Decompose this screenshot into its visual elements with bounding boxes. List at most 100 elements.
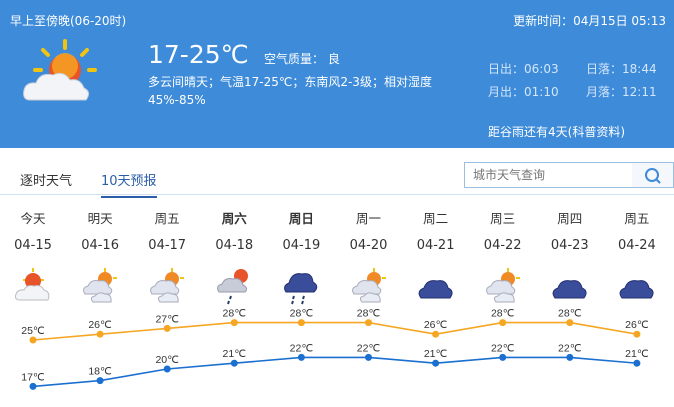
low-temp-point	[633, 359, 641, 367]
moonset: 月落：12:11	[586, 85, 657, 99]
date: 04-22	[483, 238, 522, 253]
forecast-day: 周日 04-19	[271, 208, 331, 306]
low-temp-label: 22℃	[290, 342, 314, 354]
search-button[interactable]	[632, 162, 674, 188]
high-temp-line	[32, 321, 638, 341]
low-temp-point	[29, 382, 37, 390]
date: 04-19	[282, 238, 321, 253]
weekday: 周一	[355, 211, 381, 226]
partly-cloudy-icon	[485, 268, 520, 303]
high-temp-point	[566, 319, 574, 327]
low-temp-point	[230, 359, 238, 367]
high-temp-point	[365, 319, 372, 327]
temperature-chart: 25℃ 26℃ 27℃ 28℃ 28℃ 28℃ 26℃ 28℃ 28℃ 26℃ 17℃ 18℃ 20℃ 2…	[21, 308, 649, 390]
high-temp-label: 26℃	[88, 319, 112, 331]
high-temp-point	[499, 319, 507, 327]
city-search-input[interactable]	[464, 162, 633, 188]
temperature-range: 17-25℃	[148, 40, 249, 69]
tab-10-day[interactable]: 10天预报	[101, 170, 157, 198]
low-temp-point	[432, 359, 440, 367]
partly-sunny-cloud-icon	[23, 39, 97, 101]
high-temp-point	[432, 330, 440, 338]
low-temp-label: 20℃	[155, 354, 179, 366]
forecast-tabs: 逐时天气 10天预报	[0, 150, 674, 198]
high-temp-label: 27℃	[155, 313, 179, 325]
date: 04-17	[148, 238, 187, 253]
weekday: 周五	[154, 211, 180, 226]
weekday: 周五	[624, 211, 650, 226]
high-temp-label: 28℃	[491, 308, 515, 320]
humidity: 45%-85%	[148, 93, 206, 107]
forecast-day: 周五 04-24	[607, 208, 667, 306]
low-temp-label: 22℃	[491, 342, 515, 354]
low-temp-label: 21℃	[625, 348, 649, 360]
low-temp-point	[96, 377, 104, 385]
low-temp-label: 21℃	[223, 348, 247, 360]
overcast-icon	[619, 280, 654, 299]
rain-icon	[284, 273, 318, 305]
low-temp-point	[297, 353, 305, 361]
high-temp-label: 28℃	[223, 308, 247, 320]
low-temp-label: 22℃	[558, 342, 582, 354]
overcast-icon	[552, 280, 587, 299]
weekday: 周四	[557, 211, 583, 226]
forecast-day: 周六 04-18	[204, 208, 264, 306]
current-weather-panel: 早上至傍晚(06-20时) 更新时间：04月15日 05:13 17-25℃ 空…	[0, 0, 674, 148]
forecast-day: 周一 04-20	[339, 208, 399, 306]
forecast-day: 周三 04-22	[473, 208, 533, 306]
overcast-icon	[418, 280, 453, 299]
date: 04-20	[349, 238, 388, 253]
weekday: 周日	[288, 211, 314, 226]
weekday: 周三	[490, 211, 516, 226]
low-temp-label: 17℃	[21, 371, 45, 383]
low-temp-point	[365, 353, 372, 361]
low-temp-line	[32, 356, 637, 388]
sunset: 日落：18:44	[586, 62, 657, 76]
low-temp-label: 21℃	[424, 348, 448, 360]
date: 04-16	[81, 238, 119, 253]
high-temp-point	[163, 324, 171, 332]
air-quality: 空气质量： 良	[264, 52, 340, 66]
partly-cloudy-icon	[83, 268, 118, 303]
high-temp-point	[29, 336, 37, 344]
light-rain-icon	[217, 269, 249, 305]
forecast-day: 明天 04-16	[70, 208, 130, 306]
low-temp-point	[566, 353, 574, 361]
sunrise: 日出：06:03	[488, 62, 559, 76]
partly-cloudy-icon	[351, 268, 386, 303]
weekday: 明天	[87, 211, 113, 226]
high-temp-label: 26℃	[625, 319, 649, 331]
low-temp-label: 18℃	[88, 366, 112, 378]
forecast-day: 周五 04-17	[137, 208, 197, 306]
update-time: 更新时间：04月15日 05:13	[513, 14, 666, 28]
date: 04-24	[618, 238, 656, 253]
weekday: 周二	[423, 211, 449, 226]
high-temp-label: 26℃	[424, 319, 448, 331]
tab-hourly[interactable]: 逐时天气	[20, 174, 73, 189]
period-label: 早上至傍晚(06-20时)	[10, 14, 127, 28]
search-icon	[645, 168, 661, 184]
high-temp-point	[297, 319, 305, 327]
low-temp-point	[499, 353, 507, 361]
high-temp-label: 28℃	[357, 308, 381, 320]
high-temp-point	[633, 330, 641, 338]
date: 04-15	[14, 238, 52, 253]
sun-cloud-icon	[15, 268, 50, 301]
high-temp-label: 28℃	[290, 308, 314, 320]
date: 04-23	[550, 238, 589, 253]
forecast-day: 周四 04-23	[540, 208, 600, 306]
weekday: 今天	[20, 211, 46, 226]
moonrise: 月出：01:10	[488, 85, 559, 99]
solar-term-link[interactable]: 距谷雨还有4天(科普资料)	[488, 125, 625, 139]
weather-description: 多云间晴天；气温17-25℃；东南风2-3级；相对湿度	[148, 75, 432, 89]
forecast-day: 周二 04-21	[406, 208, 466, 306]
forecast-day: 今天 04-15	[3, 208, 63, 306]
high-temp-point	[230, 319, 238, 327]
low-temp-point	[163, 365, 171, 373]
high-temp-point	[96, 330, 104, 338]
high-temp-label: 25℃	[21, 325, 45, 337]
low-temp-label: 22℃	[357, 342, 381, 354]
high-temp-label: 28℃	[558, 308, 582, 320]
date: 04-18	[215, 238, 254, 253]
weekday: 周六	[221, 211, 247, 226]
